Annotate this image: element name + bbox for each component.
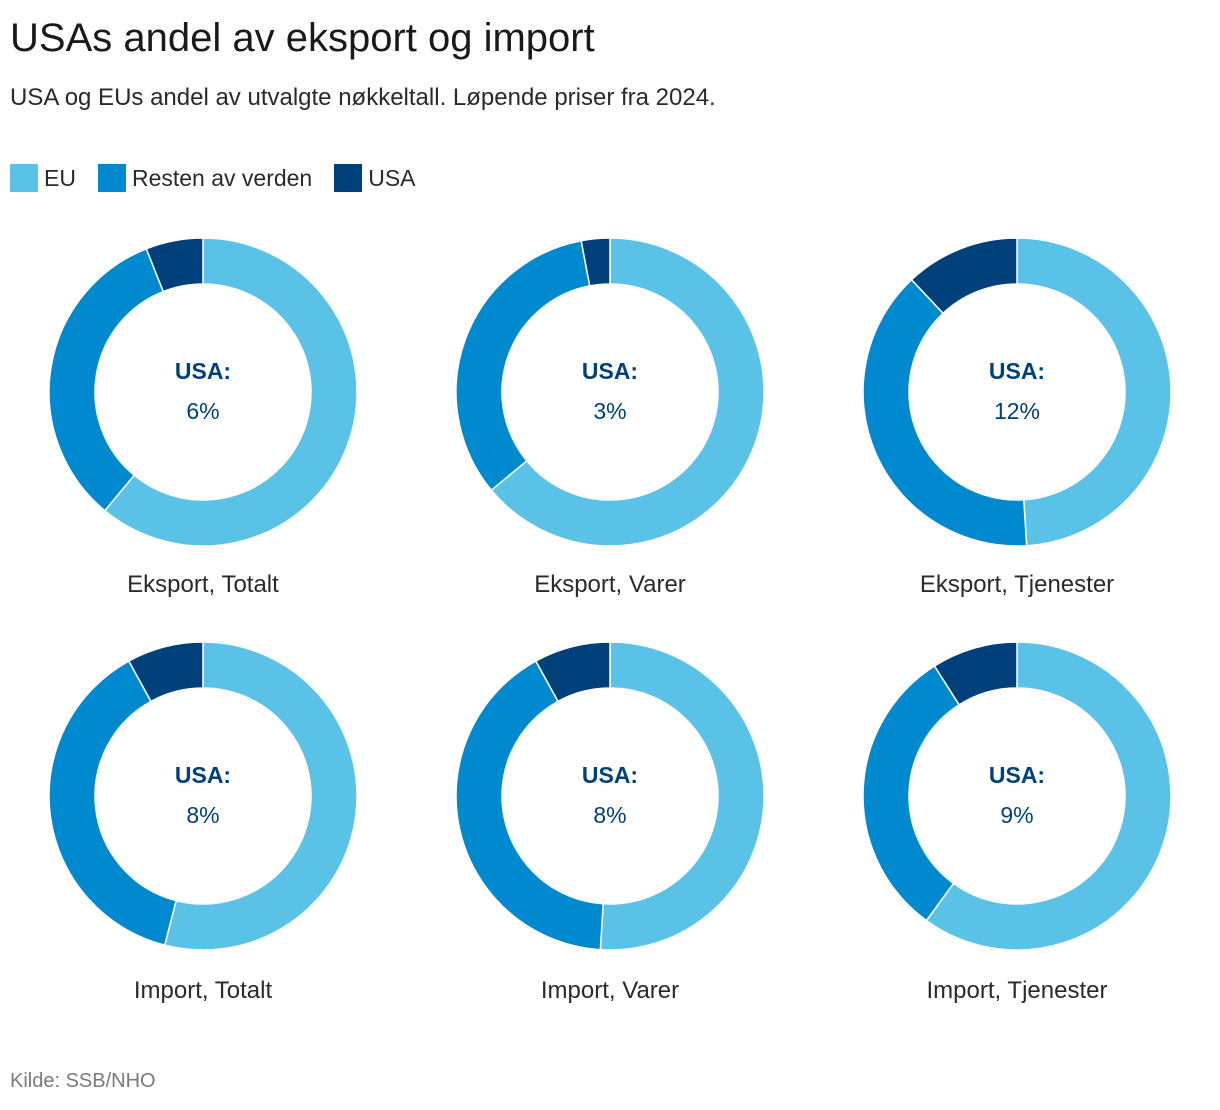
slice-eu-import-varer: [599, 641, 765, 951]
center-label-eksport-varer: USA:: [582, 358, 638, 384]
slice-resten-av-verden-eksport-tjenester: [862, 278, 1028, 547]
legend: EU Resten av verden USA: [10, 164, 438, 192]
center-value-import-varer: 8%: [593, 802, 626, 828]
slice-resten-av-verden-import-totalt: [48, 660, 178, 947]
center-value-import-tjenester: 9%: [1000, 802, 1033, 828]
donut-import-varer: USA: 8% Import, Varer: [455, 641, 765, 1004]
donut-import-totalt: USA: 8% Import, Totalt: [48, 641, 358, 1004]
source-note: Kilde: SSB/NHO: [10, 1070, 156, 1092]
slice-usa-eksport-totalt: [145, 237, 204, 293]
center-value-import-totalt: 8%: [186, 802, 219, 828]
slice-usa-import-tjenester: [933, 641, 1018, 706]
legend-item-eu: EU: [10, 164, 76, 192]
donut-eksport-varer: USA: 3% Eksport, Varer: [455, 237, 765, 598]
slice-usa-eksport-varer: [580, 237, 611, 287]
legend-item-rest: Resten av verden: [97, 164, 313, 192]
center-label-import-totalt: USA:: [175, 762, 231, 788]
chart-label-eksport-totalt: Eksport, Totalt: [127, 571, 279, 598]
slice-resten-av-verden-eksport-totalt: [48, 247, 165, 512]
legend-swatch-eu: [10, 164, 38, 192]
legend-swatch-usa: [334, 164, 363, 192]
donut-eksport-tjenester: USA: 12% Eksport, Tjenester: [862, 237, 1172, 598]
legend-item-usa: USA: [334, 164, 416, 192]
slice-usa-eksport-tjenester: [910, 237, 1018, 315]
chart-title: USAs andel av eksport og import: [10, 16, 595, 60]
center-label-eksport-totalt: USA:: [175, 358, 231, 384]
slice-eu-eksport-tjenester: [1016, 237, 1172, 547]
legend-label-usa: USA: [368, 164, 416, 191]
center-value-eksport-varer: 3%: [593, 398, 626, 424]
chart-label-eksport-tjenester: Eksport, Tjenester: [920, 571, 1114, 598]
legend-swatch-rest: [97, 164, 126, 192]
slice-resten-av-verden-import-tjenester: [862, 664, 961, 922]
legend-label-rest: Resten av verden: [131, 164, 313, 191]
slice-eu-import-totalt: [163, 641, 358, 951]
legend-label-eu: EU: [44, 164, 76, 191]
chart-label-import-varer: Import, Varer: [541, 977, 679, 1004]
center-value-eksport-tjenester: 12%: [994, 398, 1040, 424]
center-label-import-tjenester: USA:: [989, 762, 1045, 788]
slice-eu-eksport-varer: [490, 237, 765, 547]
chart-label-import-tjenester: Import, Tjenester: [927, 977, 1108, 1004]
slice-eu-import-tjenester: [925, 641, 1172, 951]
slice-usa-import-varer: [534, 641, 611, 703]
donut-import-tjenester: USA: 9% Import, Tjenester: [862, 641, 1172, 1004]
center-label-import-varer: USA:: [582, 762, 638, 788]
slice-usa-import-totalt: [127, 641, 204, 703]
slice-resten-av-verden-import-varer: [455, 660, 605, 951]
chart-label-eksport-varer: Eksport, Varer: [534, 571, 686, 598]
chart-subtitle: USA og EUs andel av utvalgte nøkkeltall.…: [10, 84, 716, 111]
slice-eu-eksport-totalt: [103, 237, 358, 547]
slice-resten-av-verden-eksport-varer: [455, 239, 591, 492]
donut-eksport-totalt: USA: 6% Eksport, Totalt: [48, 237, 358, 598]
center-label-eksport-tjenester: USA:: [989, 358, 1045, 384]
center-value-eksport-totalt: 6%: [186, 398, 219, 424]
chart-label-import-totalt: Import, Totalt: [134, 977, 273, 1004]
